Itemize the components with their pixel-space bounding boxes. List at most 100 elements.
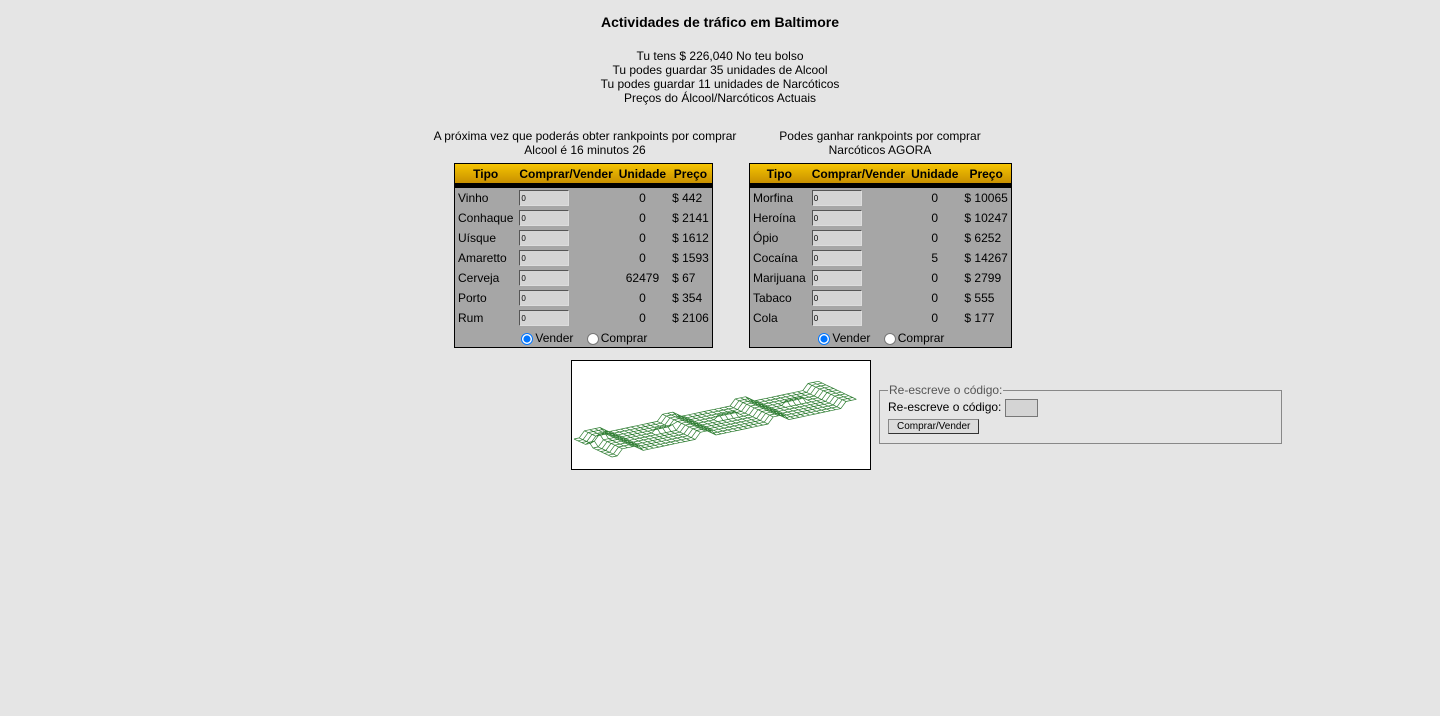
table-row: Heroína 0 $ 10247 <box>750 208 1011 228</box>
quantity-cell <box>516 288 615 308</box>
captcha-fieldset: Re-escreve o código: Re-escreve o código… <box>879 383 1282 444</box>
sell-option[interactable]: Vender <box>816 331 870 345</box>
quantity-input[interactable] <box>519 210 570 227</box>
item-type: Cocaína <box>753 251 798 265</box>
action-radio-group: Vender Comprar <box>750 328 1011 347</box>
item-type: Ópio <box>753 231 779 245</box>
buy-label: Comprar <box>600 331 648 345</box>
captcha-legend: Re-escreve o código: <box>889 383 1003 397</box>
page-title: Actividades de tráfico em Baltimore <box>600 14 840 30</box>
price: $ 6252 <box>964 231 1002 245</box>
narcotics-note: Podes ganhar rankpoints por comprar Narc… <box>760 129 1000 157</box>
table-header: Tipo Comprar/Vender Unidade Preço <box>750 164 1011 188</box>
buy-label: Comprar <box>897 331 945 345</box>
sell-radio[interactable] <box>818 332 831 345</box>
buy-radio[interactable] <box>586 332 599 345</box>
table-row: Vinho 0 $ 442 <box>455 186 712 209</box>
cash-text: Tu tens $ 226,040 No teu bolso <box>636 49 804 63</box>
quantity-input[interactable] <box>811 270 862 287</box>
item-type: Amaretto <box>458 251 507 265</box>
alcohol-note-line: Alcool é 16 minutos 26 <box>524 143 646 157</box>
price: $ 354 <box>672 291 703 305</box>
table-row: Tabaco 0 $ 555 <box>750 288 1011 308</box>
quantity-cell <box>809 288 908 308</box>
item-type: Marijuana <box>753 271 806 285</box>
table-row: Cocaína 5 $ 14267 <box>750 248 1011 268</box>
alcohol-capacity: Tu podes guardar 35 unidades de Alcool <box>612 63 828 77</box>
quantity-cell <box>809 228 908 248</box>
narcotics-table: Tipo Comprar/Vender Unidade Preço Morfina 0… <box>749 163 1012 348</box>
prices-heading: Preços do Álcool/Narcóticos Actuais <box>623 91 817 105</box>
units-owned: 0 <box>931 291 939 305</box>
quantity-cell <box>516 228 615 248</box>
quantity-input[interactable] <box>811 190 862 207</box>
price: $ 2799 <box>964 271 1002 285</box>
item-type: Morfina <box>753 191 794 205</box>
action-radio-group: Vender Comprar <box>455 328 712 347</box>
quantity-cell <box>516 268 615 288</box>
price: $ 177 <box>964 311 995 325</box>
item-type: Vinho <box>458 191 489 205</box>
alcohol-note-line: A próxima vez que poderás obter rankpoin… <box>433 129 737 143</box>
units-owned: 0 <box>931 311 939 325</box>
column-header: Comprar/Vender <box>808 164 909 188</box>
units-owned: 0 <box>639 311 646 325</box>
info-block: Tu tens $ 226,040 No teu bolso Tu podes … <box>0 49 1440 105</box>
units-owned: 0 <box>639 231 646 245</box>
buy-option[interactable]: Comprar <box>882 331 945 345</box>
units-owned: 0 <box>931 231 939 245</box>
mesh-lines <box>573 380 857 458</box>
price: $ 555 <box>964 291 995 305</box>
quantity-cell <box>809 248 908 268</box>
buy-sell-button[interactable]: Comprar/Vender <box>888 419 980 434</box>
quantity-input[interactable] <box>519 270 570 287</box>
buy-option[interactable]: Comprar <box>585 331 648 345</box>
table-row: Cola 0 $ 177 <box>750 308 1011 328</box>
price: $ 2141 <box>672 211 709 225</box>
quantity-input[interactable] <box>519 190 570 207</box>
units-owned: 0 <box>639 291 646 305</box>
sell-radio[interactable] <box>521 332 534 345</box>
quantity-input[interactable] <box>519 290 570 307</box>
quantity-input[interactable] <box>811 290 862 307</box>
table-row: Cerveja 62479 $ 67 <box>455 268 712 288</box>
captcha-input[interactable] <box>1004 399 1038 417</box>
quantity-cell <box>516 186 615 209</box>
column-header: Unidade <box>908 164 962 188</box>
quantity-input[interactable] <box>519 230 570 247</box>
quantity-cell <box>809 268 908 288</box>
item-type: Tabaco <box>753 291 792 305</box>
quantity-input[interactable] <box>811 250 862 267</box>
price: $ 10247 <box>964 211 1008 225</box>
price: $ 67 <box>672 271 696 285</box>
price: $ 442 <box>672 191 703 205</box>
alcohol-note: A próxima vez que poderás obter rankpoin… <box>405 129 765 157</box>
item-type: Heroína <box>753 211 796 225</box>
table-row: Rum 0 $ 2106 <box>455 308 712 328</box>
column-header: Tipo <box>750 164 809 188</box>
item-type: Cola <box>753 311 778 325</box>
quantity-input[interactable] <box>519 310 570 327</box>
table-row: Amaretto 0 $ 1593 <box>455 248 712 268</box>
captcha-label: Re-escreve o código: <box>888 400 1002 415</box>
price: $ 10065 <box>964 191 1008 205</box>
sell-label: Vender <box>832 331 871 345</box>
item-type: Cerveja <box>458 271 500 285</box>
units-owned: 0 <box>639 251 646 265</box>
item-type: Porto <box>458 291 487 305</box>
quantity-input[interactable] <box>811 230 862 247</box>
table-row: Porto 0 $ 354 <box>455 288 712 308</box>
quantity-input[interactable] <box>519 250 570 267</box>
quantity-input[interactable] <box>811 210 862 227</box>
price: $ 1593 <box>672 251 709 265</box>
buy-radio[interactable] <box>883 332 896 345</box>
table-row: Conhaque 0 $ 2141 <box>455 208 712 228</box>
item-type: Conhaque <box>458 211 514 225</box>
quantity-input[interactable] <box>811 310 862 327</box>
price: $ 14267 <box>964 251 1008 265</box>
table-row: Morfina 0 $ 10065 <box>750 186 1011 209</box>
narcotics-capacity: Tu podes guardar 11 unidades de Narcótic… <box>600 77 840 91</box>
sell-option[interactable]: Vender <box>519 331 573 345</box>
